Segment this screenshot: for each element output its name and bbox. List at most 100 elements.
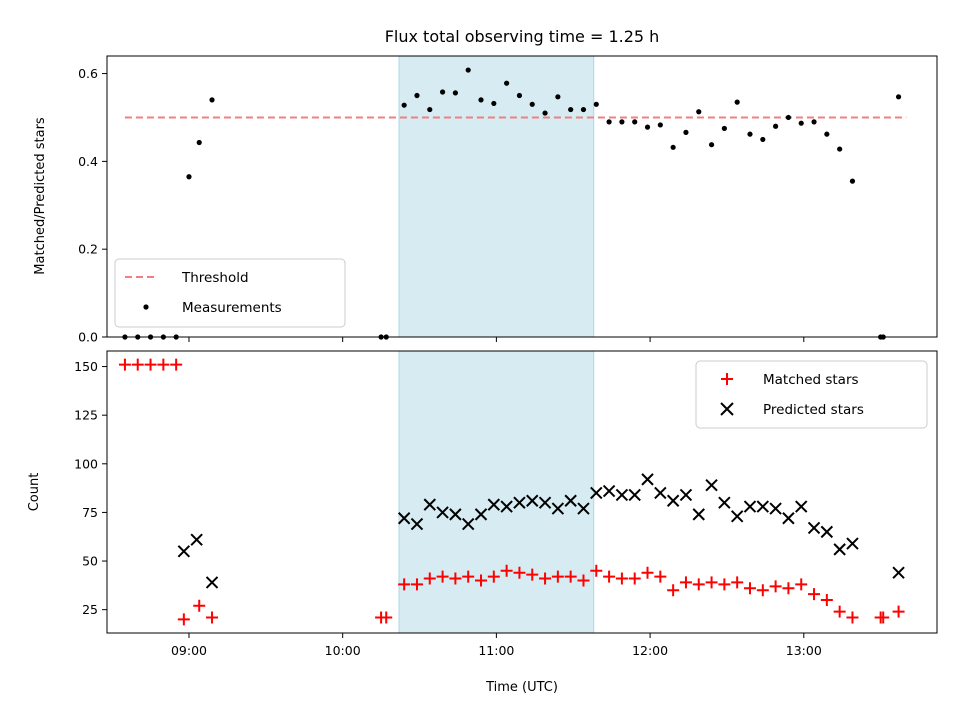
observing-interval-shade-top [398,55,595,338]
measurement-point [580,106,587,113]
measurement-point [708,142,715,148]
measurement-point [895,94,902,100]
matched-star-point [743,582,756,595]
matched-star-point [539,572,552,585]
top-legend: Threshold Measurements [114,258,346,328]
predicted-star-point [654,486,667,500]
matched-star-point [157,358,170,371]
matched-star-point [564,570,577,583]
legend-threshold-label: Threshold [181,270,249,286]
matched-star-point [615,572,628,585]
predicted-star-point [833,543,846,556]
measurement-point [555,94,561,100]
measurement-point [491,100,497,107]
predicted-star-point [679,488,693,502]
bottom-axes-frame [106,350,938,634]
matched-star-point [705,576,718,589]
x-tick-label: 13:00 [786,643,822,658]
matched-star-point [846,611,859,624]
predicted-star-point [538,496,552,509]
matched-star-point [423,572,436,585]
measurement-point [734,99,740,105]
matched-star-point [654,570,667,583]
measurement-point [657,122,663,128]
predicted-star-point [666,494,680,507]
matched-star-point [206,611,219,624]
matched-star-point [131,358,144,371]
measurement-point [504,80,510,86]
predicted-star-point [190,533,203,546]
predicted-star-point [782,512,795,525]
predicted-star-point [487,498,501,511]
y-tick-label: 25 [82,602,98,617]
predicted-star-point [551,502,565,515]
matched-star-point [380,611,393,624]
y-tick-label: 75 [82,505,98,520]
measurement-point [439,89,446,95]
matched-star-point [170,358,183,371]
predicted-star-point [718,496,731,509]
legend-matched-label: Matched stars [763,372,859,388]
measurement-point [529,101,535,107]
matched-star-point [449,572,462,585]
predicted-star-point [807,521,821,535]
measurement-point [619,119,625,125]
y-tick-label: 0.6 [78,66,98,81]
measurement-point [606,119,612,125]
matched-star-point [718,578,731,591]
measurement-point [785,114,792,121]
bottom-data-marks [118,358,905,626]
measurement-point [721,125,727,132]
matched-star-point [892,605,905,618]
predicted-star-point [397,512,411,525]
bottom-legend: Matched stars Predicted stars [695,360,928,429]
predicted-star-point [564,494,577,507]
x-tick-label: 11:00 [478,643,514,658]
y-tick-label: 100 [74,456,98,471]
bottom-panel: 25 50 75 100 125 150 09:00 10:00 11:00 12:00 13:00… [27,350,938,695]
matched-star-point [877,611,890,624]
predicted-star-point [705,478,718,492]
top-panel: 0.0 0.2 0.4 0.6 Matched/Predicted stars Thr… [33,55,938,345]
measurement-point [209,97,215,103]
matched-star-point [177,613,190,626]
matched-star-point [193,599,206,612]
chart-title: Flux total observing time = 1.25 h [385,27,660,46]
observing-interval-shade-bottom [398,350,595,634]
matched-star-point [603,570,616,583]
measurement-point [760,136,766,143]
measurement-point [516,92,523,99]
measurement-point [811,119,817,125]
matched-star-point [410,578,423,591]
predicted-star-point [177,545,191,558]
top-data-marks [122,67,907,340]
top-ticks: 0.0 0.2 0.4 0.6 [78,66,805,345]
measurement-point [670,144,676,150]
predicted-star-point [820,525,834,539]
predicted-star-point [602,484,616,498]
predicted-star-point [577,502,590,515]
predicted-star-point [436,506,449,519]
matched-star-point [487,570,500,583]
measurement-point [196,139,202,146]
predicted-star-point [205,576,219,589]
measurement-point [478,97,484,103]
matched-star-point [782,582,795,595]
matched-star-point [769,580,782,593]
x-tick-label: 10:00 [325,643,361,658]
legend-measurements-swatch [143,304,149,310]
measurement-point [427,106,433,113]
measurement-point [542,110,548,116]
y-tick-label: 0.0 [78,330,98,345]
matched-star-point [462,570,475,583]
predicted-star-point [590,486,603,500]
predicted-star-point [756,500,770,513]
predicted-star-point [526,494,539,507]
predicted-star-point [795,500,808,513]
top-legend-box [114,258,346,328]
predicted-star-point [692,508,705,521]
measurement-point [452,90,458,96]
top-axes-frame [106,55,938,338]
predicted-star-point [615,488,629,502]
top-y-axis-label: Matched/Predicted stars [33,117,48,275]
